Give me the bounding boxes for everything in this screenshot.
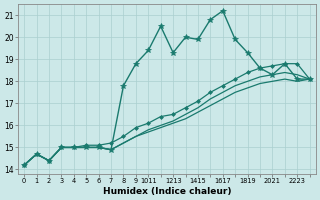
X-axis label: Humidex (Indice chaleur): Humidex (Indice chaleur) <box>103 187 231 196</box>
